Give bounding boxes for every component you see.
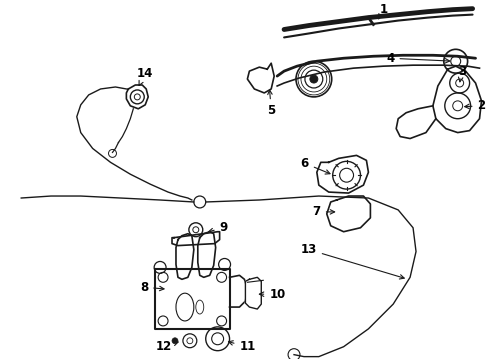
Text: 14: 14	[137, 67, 153, 85]
Text: 1: 1	[378, 3, 386, 19]
Polygon shape	[316, 156, 367, 193]
Text: 10: 10	[259, 288, 285, 301]
Polygon shape	[245, 277, 261, 309]
Text: 5: 5	[266, 90, 275, 117]
Text: 4: 4	[386, 52, 449, 65]
Text: 6: 6	[300, 157, 329, 174]
Text: 3: 3	[457, 65, 465, 82]
Text: 9: 9	[208, 221, 227, 234]
Circle shape	[309, 75, 317, 83]
Text: 13: 13	[300, 243, 404, 279]
Text: 12: 12	[156, 340, 178, 353]
Circle shape	[172, 338, 178, 344]
Polygon shape	[197, 232, 215, 277]
Text: 2: 2	[464, 99, 485, 112]
Text: 7: 7	[312, 206, 334, 219]
Text: 8: 8	[140, 281, 163, 294]
Text: 11: 11	[228, 340, 255, 353]
Polygon shape	[126, 85, 148, 109]
Polygon shape	[326, 196, 369, 232]
Polygon shape	[176, 234, 193, 279]
Polygon shape	[155, 269, 229, 329]
Polygon shape	[172, 232, 219, 246]
